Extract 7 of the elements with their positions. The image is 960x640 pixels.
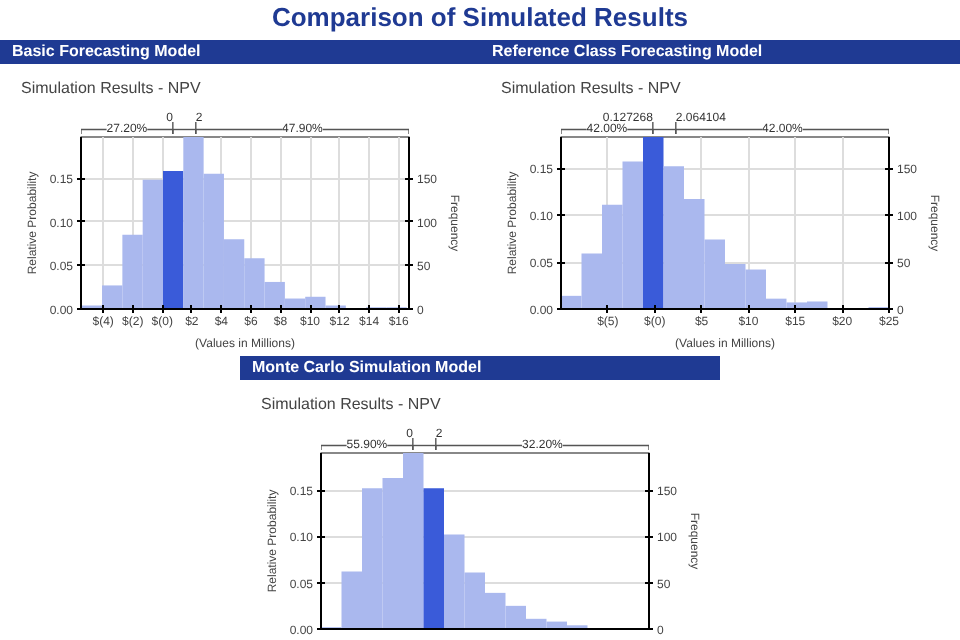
chart-subtitle: Simulation Results - NPV [261, 395, 442, 413]
chart-title: Basic Forecasting Model [12, 40, 201, 64]
chart-subtitle: Simulation Results - NPV [501, 79, 682, 97]
text: Comparison of Simulated Results [271, 0, 689, 36]
chart-title: Monte Carlo Simulation Model [252, 356, 482, 380]
chart-subtitle: Simulation Results - NPV [21, 79, 202, 97]
chart-title: Reference Class Forecasting Model [492, 40, 763, 64]
